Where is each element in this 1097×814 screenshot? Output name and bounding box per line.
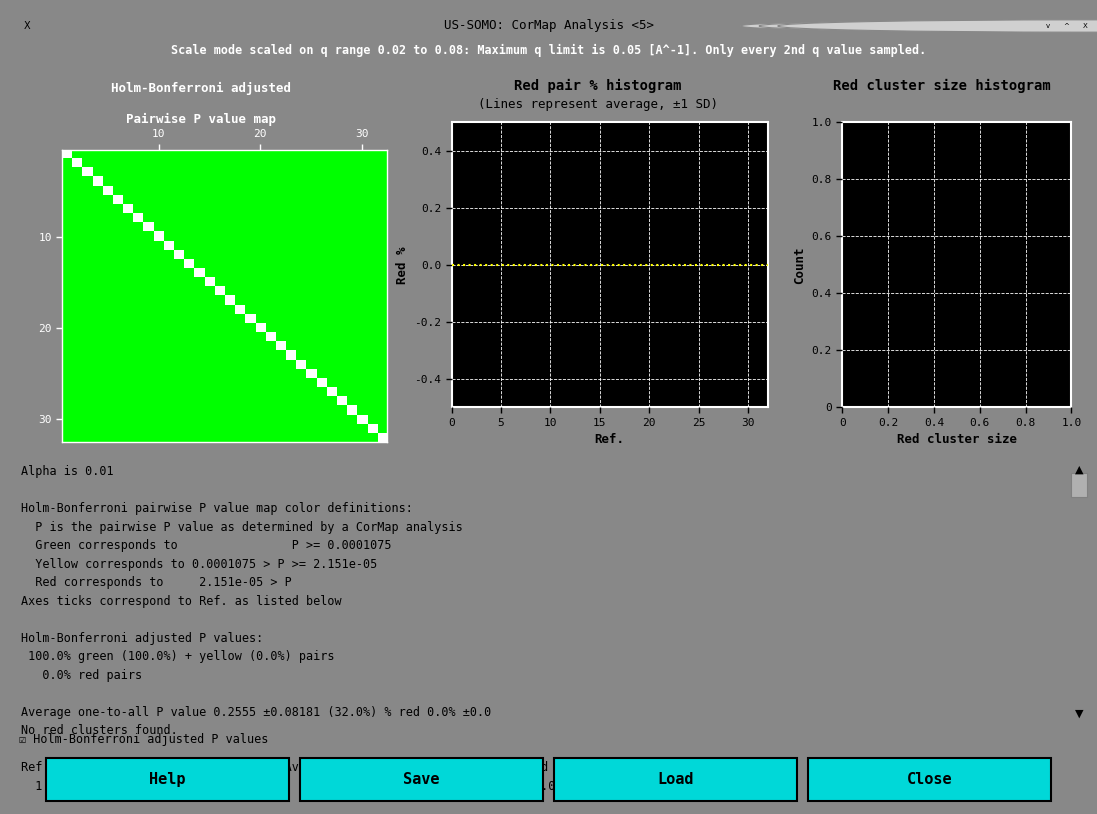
Circle shape [778, 20, 1097, 33]
Text: Alpha is 0.01

Holm-Bonferroni pairwise P value map color definitions:
  P is th: Alpha is 0.01 Holm-Bonferroni pairwise P… [21, 465, 563, 793]
Text: Close: Close [907, 772, 952, 787]
FancyBboxPatch shape [299, 759, 543, 801]
X-axis label: Red cluster size: Red cluster size [897, 433, 1017, 446]
Text: ▼: ▼ [1075, 709, 1083, 719]
Text: US-SOMO: CorMap Analysis <5>: US-SOMO: CorMap Analysis <5> [443, 20, 654, 33]
Text: Load: Load [657, 772, 693, 787]
FancyBboxPatch shape [46, 759, 290, 801]
Text: ▲: ▲ [1075, 465, 1083, 475]
X-axis label: Ref.: Ref. [595, 433, 624, 446]
FancyBboxPatch shape [554, 759, 798, 801]
Text: Red pair % histogram: Red pair % histogram [514, 78, 681, 93]
Text: (Lines represent average, ±1 SD): (Lines represent average, ±1 SD) [478, 98, 717, 112]
Text: Scale mode scaled on q range 0.02 to 0.08: Maximum q limit is 0.05 [A^-1]. Only : Scale mode scaled on q range 0.02 to 0.0… [171, 44, 926, 57]
Text: ☑ Holm-Bonferroni adjusted P values: ☑ Holm-Bonferroni adjusted P values [19, 733, 268, 746]
Text: Red cluster size histogram: Red cluster size histogram [834, 78, 1051, 93]
Y-axis label: Count: Count [793, 246, 806, 283]
Text: Save: Save [404, 772, 440, 787]
Circle shape [740, 20, 1097, 33]
Circle shape [759, 20, 1097, 33]
FancyBboxPatch shape [807, 759, 1051, 801]
Text: Pairwise P value map: Pairwise P value map [126, 113, 276, 126]
Text: X: X [24, 21, 31, 31]
Y-axis label: Red %: Red % [396, 246, 409, 283]
Bar [1071, 473, 1087, 497]
Text: ^: ^ [1063, 23, 1070, 29]
Text: Help: Help [149, 772, 185, 787]
Text: X: X [1083, 23, 1087, 29]
Text: v: v [1045, 23, 1050, 29]
Text: Holm-Bonferroni adjusted: Holm-Bonferroni adjusted [112, 81, 292, 94]
